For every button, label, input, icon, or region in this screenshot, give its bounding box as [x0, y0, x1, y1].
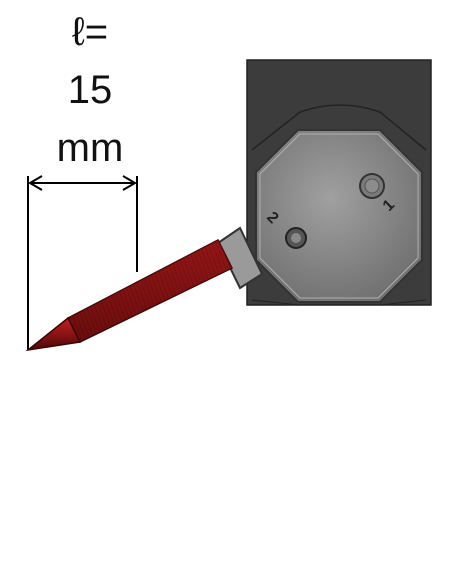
arrowhead-right	[122, 175, 137, 191]
octagonal-plate	[255, 129, 423, 303]
probe-tip	[25, 316, 82, 352]
probe-collar	[216, 226, 264, 290]
dimension-value-label: 15	[67, 68, 113, 112]
dimension-indicator	[27, 175, 138, 350]
dimension-symbol-label: ℓ=	[71, 10, 109, 54]
arrowhead-left	[28, 175, 43, 191]
hole-1	[359, 173, 385, 199]
hole-2	[285, 227, 307, 249]
probe-shaft	[66, 238, 234, 343]
dimension-unit-label: mm	[56, 126, 124, 170]
